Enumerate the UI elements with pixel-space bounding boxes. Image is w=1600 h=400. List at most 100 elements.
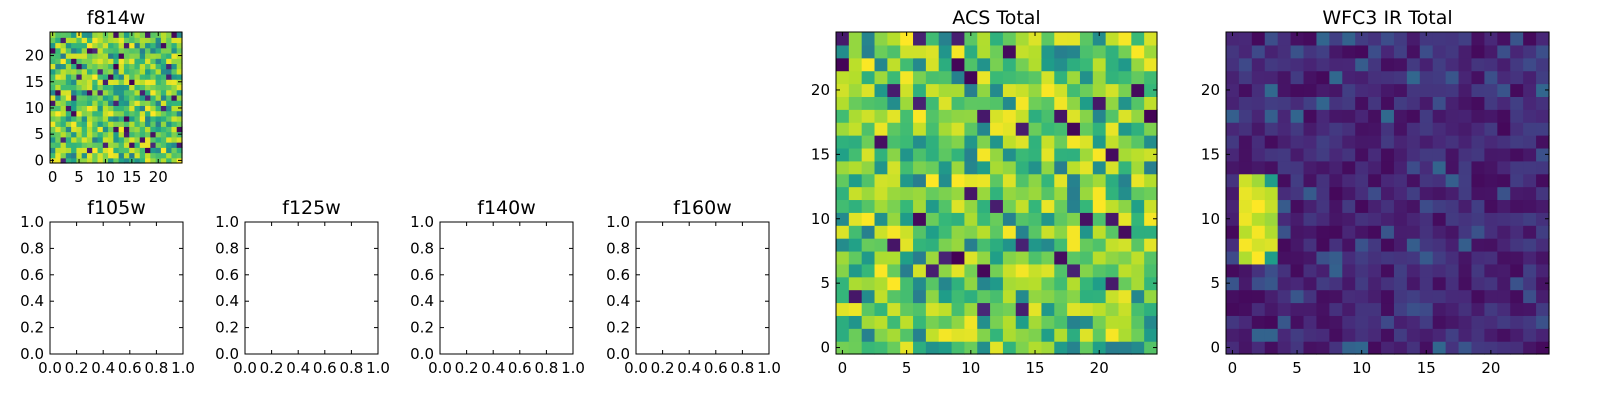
heatmap-cell (1105, 328, 1120, 342)
heatmap-cell (166, 115, 173, 122)
x-tick-label: 0.6 (313, 359, 337, 377)
heatmap-cell (1368, 109, 1382, 123)
heatmap-cell (60, 79, 67, 85)
heatmap-cell (1393, 160, 1408, 175)
heatmap-cell (123, 47, 130, 54)
heatmap-cell (1131, 135, 1145, 149)
heatmap-cell (990, 328, 1004, 342)
heatmap-cell (1105, 289, 1120, 304)
heatmap-cell (1381, 263, 1395, 278)
heatmap-cell (123, 142, 130, 148)
heatmap-cell (139, 68, 146, 75)
heatmap-cell (1316, 212, 1330, 226)
heatmap-cell (1458, 263, 1473, 278)
heatmap-cell (50, 47, 56, 54)
heatmap-cell (118, 94, 125, 101)
heatmap-cell (951, 44, 965, 59)
x-tick-label: 0.6 (508, 359, 532, 377)
heatmap-cell (102, 52, 109, 59)
heatmap-cell (1497, 341, 1511, 355)
heatmap-cell (1002, 315, 1017, 329)
heatmap-cell (1131, 276, 1145, 291)
y-tick-label: 1.0 (410, 213, 434, 231)
heatmap-cell (1041, 302, 1055, 316)
heatmap-cell (102, 63, 109, 70)
heatmap-cell (1419, 276, 1434, 291)
heatmap-cell (964, 328, 978, 342)
heatmap-cell (1458, 289, 1473, 304)
heatmap-cell (1303, 83, 1318, 97)
heatmap-cell (86, 63, 93, 70)
heatmap-cell (123, 52, 130, 59)
heatmap-cell (1226, 160, 1240, 175)
heatmap-cell (861, 263, 876, 278)
heatmap-cell (900, 225, 914, 239)
x-tick-label: 15 (122, 168, 141, 186)
heatmap-cell (81, 121, 88, 127)
heatmap-cell (1226, 276, 1240, 291)
heatmap-cell (1432, 96, 1447, 110)
heatmap-cell (1303, 302, 1318, 316)
heatmap-cell (1290, 57, 1305, 72)
heatmap-cell (150, 121, 157, 127)
heatmap-cell (92, 32, 99, 38)
heatmap-cell (1118, 83, 1132, 97)
heatmap-cell (1015, 315, 1030, 329)
heatmap-cell (92, 94, 99, 101)
heatmap-cell (139, 84, 146, 91)
heatmap-cell (1277, 341, 1292, 355)
heatmap-cell (1079, 250, 1094, 265)
heatmap-cell (1368, 263, 1382, 278)
heatmap-cell (160, 37, 167, 44)
heatmap-cell (861, 160, 876, 175)
heatmap-cell (160, 131, 167, 138)
heatmap-cell (913, 70, 927, 85)
heatmap-cell (123, 152, 130, 159)
heatmap-cell (1054, 122, 1068, 136)
heatmap-cell (964, 315, 978, 329)
heatmap-cell (1381, 135, 1395, 149)
x-tick-label: 1.0 (561, 359, 585, 377)
heatmap-cell (1290, 328, 1305, 342)
heatmap-cell (1118, 160, 1132, 175)
heatmap-cell (1497, 328, 1511, 342)
heatmap-cell (71, 131, 77, 138)
heatmap-cell (1523, 83, 1537, 97)
heatmap-cell (938, 32, 953, 46)
heatmap-cell (1484, 147, 1498, 162)
heatmap-cell (160, 105, 167, 112)
heatmap-cell (1406, 44, 1421, 59)
heatmap-cell (1264, 44, 1279, 59)
heatmap-cell (65, 73, 72, 80)
heatmap-cell (102, 58, 109, 65)
heatmap-cell (1316, 302, 1330, 316)
heatmap-cell (900, 341, 914, 355)
heatmap-cell (86, 79, 93, 85)
heatmap-cell (118, 100, 125, 106)
heatmap-cell (1432, 199, 1447, 213)
heatmap-cell (1118, 302, 1132, 316)
heatmap-cell (1144, 44, 1158, 59)
heatmap-cell (139, 94, 146, 101)
heatmap-cell (113, 58, 120, 65)
heatmap-cell (166, 152, 173, 159)
heatmap-cell (977, 276, 991, 291)
heatmap-cell (176, 68, 183, 75)
heatmap-cell (874, 122, 888, 136)
heatmap-cell (155, 89, 162, 96)
heatmap-cell (1419, 186, 1434, 201)
heatmap-cell (887, 328, 901, 342)
heatmap-cell (150, 37, 157, 44)
heatmap-cell (1510, 96, 1524, 110)
heatmap-cell (160, 73, 167, 80)
heatmap-cell (60, 142, 67, 148)
heatmap-cell (1316, 109, 1330, 123)
heatmap-cell (1092, 70, 1107, 85)
heatmap-cell (113, 121, 120, 127)
heatmap-cell (123, 89, 130, 96)
heatmap-cell (1131, 32, 1145, 46)
heatmap-cell (176, 115, 183, 122)
heatmap-cell (874, 315, 888, 329)
